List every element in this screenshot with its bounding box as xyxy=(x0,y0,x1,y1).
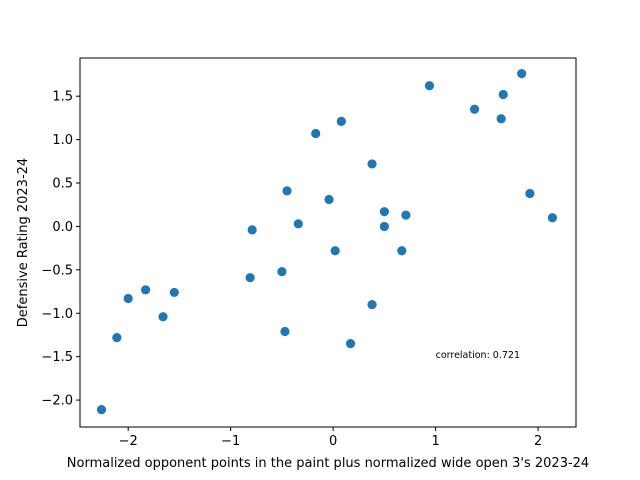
data-point-6 xyxy=(169,287,179,298)
y-tick-label: 1.0 xyxy=(52,133,73,148)
correlation-annotation: correlation: 0.721 xyxy=(436,350,520,361)
data-point-10 xyxy=(280,326,290,337)
data-point-21 xyxy=(379,221,389,232)
data-point-23 xyxy=(401,210,411,220)
data-point-5 xyxy=(158,312,168,322)
data-point-16 xyxy=(336,116,346,126)
y-tick-label: −2.0 xyxy=(41,394,73,409)
x-tick-label: 2 xyxy=(534,434,542,449)
y-tick-label: −1.0 xyxy=(41,307,73,322)
data-point-28 xyxy=(517,69,527,79)
data-point-8 xyxy=(247,225,257,235)
y-tick-label: 0.5 xyxy=(52,177,73,192)
data-point-11 xyxy=(282,186,292,196)
data-point-30 xyxy=(547,213,558,223)
data-point-22 xyxy=(397,246,407,256)
data-point-19 xyxy=(367,299,377,310)
data-point-9 xyxy=(277,266,287,277)
y-tick-label: 0.0 xyxy=(52,220,73,235)
plot-frame xyxy=(79,57,577,428)
plot-background xyxy=(80,58,576,427)
x-tick-label: −2 xyxy=(119,434,138,449)
x-axis-label: Normalized opponent points in the paint … xyxy=(67,456,589,471)
data-point-15 xyxy=(330,246,340,256)
data-point-20 xyxy=(379,207,389,217)
data-point-1 xyxy=(96,405,107,415)
data-point-14 xyxy=(324,194,334,205)
data-point-17 xyxy=(345,339,356,349)
x-tick-label: 1 xyxy=(431,434,439,449)
points-layer xyxy=(96,69,558,415)
data-point-29 xyxy=(525,188,535,199)
data-point-7 xyxy=(245,273,255,283)
data-point-4 xyxy=(140,285,151,295)
data-point-24 xyxy=(424,81,435,91)
y-tick-label: −0.5 xyxy=(41,263,73,278)
data-point-3 xyxy=(123,293,133,304)
x-tick-label: 0 xyxy=(329,434,337,449)
y-axis-label: Defensive Rating 2023-24 xyxy=(16,158,31,327)
x-tick-label: −1 xyxy=(221,434,240,449)
data-point-26 xyxy=(496,114,506,124)
y-tick-label: −1.5 xyxy=(41,350,73,365)
data-point-27 xyxy=(498,89,508,100)
data-point-25 xyxy=(469,104,480,114)
y-tick-label: 1.5 xyxy=(52,90,73,105)
data-point-18 xyxy=(367,159,377,169)
ticks-layer: −2 −1 0 1 2 −2.0 −1.5 −1.0 −0.5 0.0 0.5 1.0 1.5 xyxy=(41,90,542,449)
data-point-12 xyxy=(293,219,303,229)
data-point-2 xyxy=(112,332,122,343)
data-point-13 xyxy=(311,128,321,139)
